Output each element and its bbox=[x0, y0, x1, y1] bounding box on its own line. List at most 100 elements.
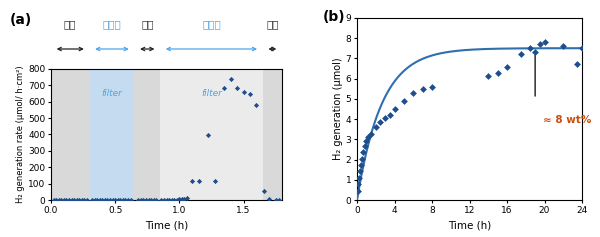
Point bbox=[52, 198, 61, 202]
Point bbox=[123, 198, 133, 202]
Point bbox=[203, 133, 212, 137]
Point bbox=[113, 198, 122, 202]
Point bbox=[371, 125, 380, 129]
Point bbox=[118, 198, 128, 202]
Point bbox=[90, 198, 100, 202]
Point bbox=[577, 46, 587, 50]
Point bbox=[80, 198, 89, 202]
Point bbox=[59, 198, 68, 202]
Point bbox=[358, 150, 368, 154]
Point bbox=[376, 120, 385, 124]
Point bbox=[103, 198, 112, 202]
Point bbox=[364, 136, 373, 139]
Point bbox=[502, 66, 512, 69]
Point bbox=[271, 198, 280, 202]
Point bbox=[98, 198, 107, 202]
Point bbox=[159, 198, 169, 202]
Point bbox=[141, 198, 151, 202]
Point bbox=[232, 87, 242, 90]
Point bbox=[530, 50, 540, 54]
X-axis label: Time (h): Time (h) bbox=[145, 220, 188, 230]
Point bbox=[239, 90, 248, 94]
Bar bbox=[160, 69, 263, 200]
Point bbox=[399, 99, 409, 103]
Point bbox=[380, 116, 390, 120]
Point bbox=[169, 198, 179, 202]
Point bbox=[54, 198, 64, 202]
Text: 暗处: 暗处 bbox=[141, 19, 154, 29]
Point bbox=[245, 92, 255, 96]
Point bbox=[126, 198, 136, 202]
Point bbox=[70, 198, 79, 202]
Y-axis label: H₂ generation (μmol): H₂ generation (μmol) bbox=[333, 58, 343, 160]
Point bbox=[251, 103, 261, 107]
Bar bbox=[51, 69, 89, 200]
Point bbox=[108, 198, 118, 202]
Point bbox=[362, 140, 371, 143]
Point bbox=[162, 198, 172, 202]
Point bbox=[49, 198, 58, 202]
Point bbox=[175, 198, 184, 201]
Point bbox=[110, 198, 120, 202]
Point bbox=[572, 63, 582, 66]
Bar bbox=[134, 69, 160, 200]
Point bbox=[220, 87, 229, 90]
Text: 可见光: 可见光 bbox=[103, 19, 121, 29]
Text: filter: filter bbox=[201, 89, 222, 98]
Text: 暗处: 暗处 bbox=[266, 19, 278, 29]
Text: filter: filter bbox=[101, 89, 122, 98]
Point bbox=[385, 113, 395, 117]
X-axis label: Time (h): Time (h) bbox=[448, 220, 491, 230]
Point bbox=[179, 197, 189, 201]
Point bbox=[356, 163, 365, 167]
Point bbox=[167, 198, 176, 202]
Point bbox=[64, 198, 74, 202]
Point bbox=[182, 196, 192, 200]
Text: (a): (a) bbox=[10, 14, 32, 27]
Text: 暗处: 暗处 bbox=[64, 19, 77, 29]
Point bbox=[353, 189, 362, 193]
Point bbox=[366, 132, 376, 136]
Point bbox=[121, 198, 130, 202]
Y-axis label: H₂ generation rate (μmol/ h·cm²): H₂ generation rate (μmol/ h·cm²) bbox=[16, 66, 25, 203]
Point bbox=[211, 179, 220, 182]
Point bbox=[526, 46, 535, 50]
Point bbox=[357, 157, 367, 161]
Point bbox=[100, 198, 110, 202]
Point bbox=[354, 176, 364, 180]
Point bbox=[418, 87, 427, 91]
Point bbox=[136, 198, 146, 202]
Point bbox=[92, 198, 102, 202]
Point bbox=[409, 91, 418, 95]
Point bbox=[427, 85, 437, 89]
Point bbox=[559, 44, 568, 48]
Point bbox=[164, 198, 174, 202]
Point bbox=[172, 198, 182, 202]
Point bbox=[194, 179, 203, 182]
Point bbox=[493, 71, 502, 74]
Text: ≈ 8 wt%: ≈ 8 wt% bbox=[542, 115, 591, 125]
Point bbox=[484, 74, 493, 77]
Point bbox=[540, 40, 550, 44]
Point bbox=[265, 198, 274, 201]
Point bbox=[353, 182, 363, 186]
Point bbox=[116, 198, 125, 202]
Point bbox=[535, 42, 545, 46]
Point bbox=[77, 198, 86, 202]
Point bbox=[259, 189, 269, 193]
Bar bbox=[89, 69, 134, 200]
Point bbox=[226, 77, 235, 81]
Point bbox=[390, 107, 400, 111]
Point bbox=[95, 198, 104, 202]
Point bbox=[177, 198, 187, 201]
Point bbox=[62, 198, 71, 202]
Point bbox=[56, 198, 66, 202]
Text: 紫外线: 紫外线 bbox=[202, 19, 221, 29]
Point bbox=[187, 179, 197, 182]
Point bbox=[67, 198, 76, 202]
Point bbox=[151, 198, 161, 202]
Point bbox=[516, 52, 526, 56]
Point bbox=[87, 198, 97, 202]
Point bbox=[146, 198, 156, 202]
Point bbox=[82, 198, 92, 202]
